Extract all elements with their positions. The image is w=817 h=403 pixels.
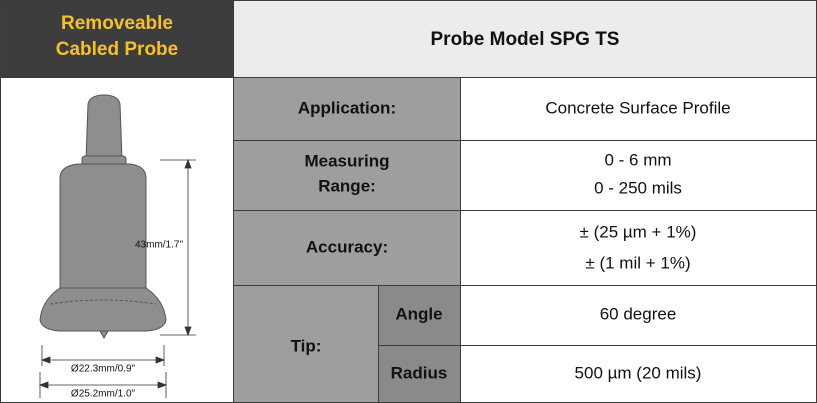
tip-sublabel: Radius: [391, 363, 448, 382]
value-cell: [460, 77, 817, 141]
value-cell: [460, 285, 817, 346]
sublabel-cell: [378, 285, 461, 346]
tip-value: 500 µm (20 mils): [575, 363, 702, 382]
header-left-title: Cabled Probe: [56, 39, 178, 60]
header-cell: [233, 0, 817, 78]
value-cell: [460, 345, 817, 403]
row-label: Accuracy:: [306, 237, 388, 256]
tip-sublabel: Angle: [395, 304, 442, 323]
value-cell: [460, 140, 817, 211]
label-cell: [233, 210, 461, 286]
row-label: Range:: [318, 176, 376, 195]
height-label: 43mm/1.7": [135, 240, 183, 251]
dimension-lines: [38, 158, 196, 398]
label-cell: [233, 140, 461, 211]
label-cell: [233, 77, 461, 141]
row-label: Application:: [298, 98, 396, 117]
inner-diameter-label: Ø22.3mm/0.9": [71, 364, 136, 375]
header-left-title: Removeable: [61, 13, 173, 34]
row-value: 0 - 250 mils: [594, 178, 682, 197]
sublabel-cell: [378, 345, 461, 403]
tip-value: 60 degree: [600, 304, 677, 323]
header-title: Probe Model SPG TS: [431, 29, 620, 50]
tip-label: Tip:: [291, 336, 322, 355]
row-value: ± (25 µm + 1%): [580, 222, 697, 241]
label-cell: [233, 285, 379, 403]
row-value: 0 - 6 mm: [604, 150, 671, 169]
row-value: ± (1 mil + 1%): [585, 253, 690, 272]
value-cell: [460, 210, 817, 286]
row-label: Measuring: [304, 151, 389, 170]
probe-drawing: [39, 94, 167, 340]
row-value: Concrete Surface Profile: [545, 98, 730, 117]
header-left-cell: [0, 0, 234, 78]
outer-diameter-label: Ø25.2mm/1.0": [71, 389, 136, 400]
